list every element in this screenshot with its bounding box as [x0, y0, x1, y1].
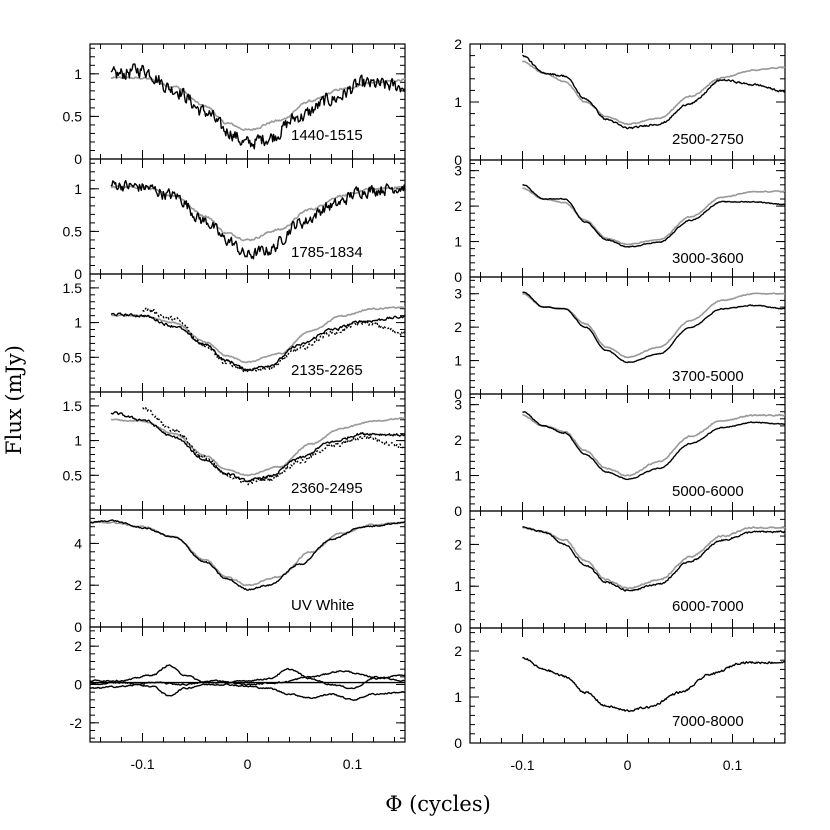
series-model [89, 521, 406, 587]
x-tick-label: 0.1 [343, 756, 363, 772]
x-tick-label: 0.1 [723, 757, 743, 773]
series-model [110, 76, 406, 132]
panel-r6: 0 1 2 7000-8000 [454, 627, 786, 751]
y-tick-label: 3 [454, 286, 462, 302]
series-data [110, 63, 406, 150]
y-tick-label: 1 [74, 66, 82, 82]
y-axis-label: Flux (mJy) [2, 345, 26, 455]
y-tick-label: 2 [74, 577, 82, 593]
y-tick-label: 0 [454, 269, 462, 285]
series-residual-a [89, 664, 406, 690]
y-tick-label: 1.5 [63, 398, 83, 414]
panel-r4: 0 1 2 3 5000-6000 [454, 393, 786, 519]
series-data [522, 656, 786, 713]
y-tick-label: 2 [454, 198, 462, 214]
y-tick-label: 2 [454, 319, 462, 335]
y-tick-label: 0 [454, 152, 462, 168]
series-residual-b [89, 681, 406, 702]
series-data-dotted [142, 407, 406, 486]
panel-l4: 0.5 1 1.5 2360-2495 [63, 391, 406, 511]
y-tick-label: 0 [454, 620, 462, 636]
panel-label: 5000-6000 [672, 483, 744, 500]
y-tick-label: 0 [454, 386, 462, 402]
panel-label: 1785-1834 [291, 244, 363, 261]
y-tick-label: 0.5 [63, 223, 83, 239]
series-model [110, 185, 406, 242]
panel-label: 6000-7000 [672, 598, 744, 615]
series-model [522, 413, 785, 477]
panel-l3: 0.5 1 1.5 2135-2265 [63, 273, 406, 393]
panel-l2: 0 0.5 1 1785-1834 [63, 158, 406, 282]
panel-label: UV White [291, 597, 354, 614]
panel-l1: 0 0.5 1 1440-1515 [63, 43, 406, 167]
y-tick-label: 0.5 [63, 108, 83, 124]
x-axes-group: -0.1 0 0.1 -0.1 0 0.1 [130, 756, 742, 773]
series-model [522, 292, 786, 359]
y-tick-label: 1 [454, 353, 462, 369]
series-data [522, 291, 786, 364]
y-tick-label: 1 [74, 315, 82, 331]
y-tick-label: 0 [74, 619, 82, 635]
panel-label: 2135-2265 [291, 362, 363, 379]
panel-label: 3000-3600 [672, 250, 744, 267]
x-tick-label: 0 [244, 756, 252, 772]
series-data [522, 184, 786, 248]
series-residual-c [89, 669, 405, 690]
y-tick-label: 1 [74, 181, 82, 197]
panel-r5: 0 1 2 6000-7000 [454, 510, 786, 636]
y-tick-label: 2 [454, 432, 462, 448]
x-tick-label: -0.1 [130, 756, 154, 772]
y-tick-label: 0.5 [63, 349, 83, 365]
panel-r1: 0 1 2 2500-2750 [454, 36, 786, 168]
panel-r2: 0 1 2 3 3000-3600 [454, 159, 786, 285]
panels-group: 0 0.5 1 1440-1515 0 0.5 1 1785-1834 0.5 1 1.5 2135-… [63, 36, 786, 751]
series-model [522, 187, 786, 246]
y-tick-label: 1.5 [63, 280, 83, 296]
series-data [522, 411, 786, 481]
y-tick-label: 0 [454, 503, 462, 519]
panel-r3: 0 1 2 3 3700-5000 [454, 276, 786, 402]
y-tick-label: 2 [74, 638, 82, 654]
series-data [110, 411, 406, 483]
y-tick-label: 0 [74, 151, 82, 167]
y-tick-label: 0 [74, 266, 82, 282]
panel-label: 3700-5000 [672, 368, 744, 385]
series-model [522, 526, 786, 590]
series-data [110, 179, 406, 260]
y-tick-label: 1 [74, 433, 82, 449]
x-tick-label: -0.1 [510, 757, 534, 773]
y-tick-label: 0 [454, 735, 462, 751]
series-data [110, 312, 406, 372]
y-tick-label: 2 [454, 36, 462, 52]
series-data [522, 54, 786, 130]
series-data-dotted [142, 307, 406, 373]
y-tick-label: 1 [454, 578, 462, 594]
panel-label: 2360-2495 [291, 480, 363, 497]
panel-l6: -2 0 2 [70, 626, 406, 743]
panel-label: 7000-8000 [672, 713, 744, 730]
series-data [522, 526, 786, 592]
series-model [522, 60, 786, 126]
y-tick-label: 1 [454, 468, 462, 484]
series-model [110, 417, 406, 477]
y-tick-label: 1 [454, 234, 462, 250]
series-model [110, 306, 406, 364]
y-tick-label: 0.5 [63, 467, 83, 483]
x-axis-label: Φ (cycles) [385, 792, 491, 816]
y-tick-label: 2 [454, 536, 462, 552]
y-tick-label: 4 [74, 535, 82, 551]
panel-label: 2500-2750 [672, 131, 744, 148]
x-tick-label: 0 [624, 757, 632, 773]
y-tick-label: 1 [454, 94, 462, 110]
y-tick-label: 3 [454, 397, 462, 413]
panel-l5: 0 2 4 UV White [74, 509, 406, 635]
y-tick-label: 3 [454, 163, 462, 179]
series-data [89, 519, 406, 591]
y-tick-label: 1 [454, 689, 462, 705]
y-tick-label: -2 [70, 715, 83, 731]
y-tick-label: 0 [74, 677, 82, 693]
y-tick-label: 2 [454, 643, 462, 659]
panel-label: 1440-1515 [291, 127, 363, 144]
